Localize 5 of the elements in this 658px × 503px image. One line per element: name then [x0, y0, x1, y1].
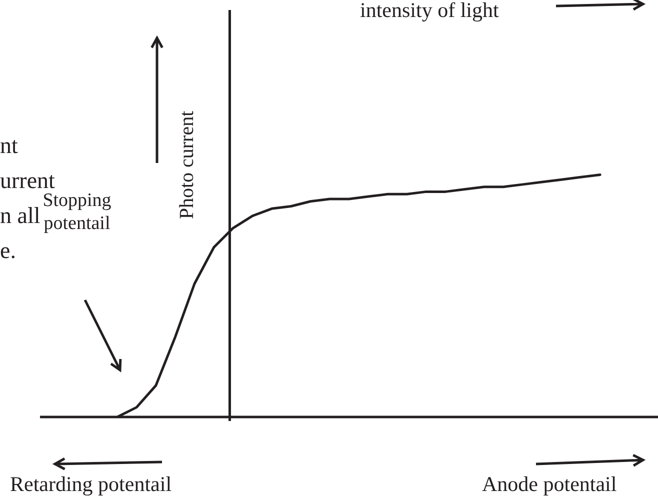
annotation: Stopping potentail	[42, 190, 112, 236]
text: Anode potentail	[482, 472, 617, 498]
text: intensity of light	[360, 0, 499, 24]
text: Retarding potentail	[10, 472, 172, 498]
y-axis-title: Photo current	[175, 110, 199, 220]
